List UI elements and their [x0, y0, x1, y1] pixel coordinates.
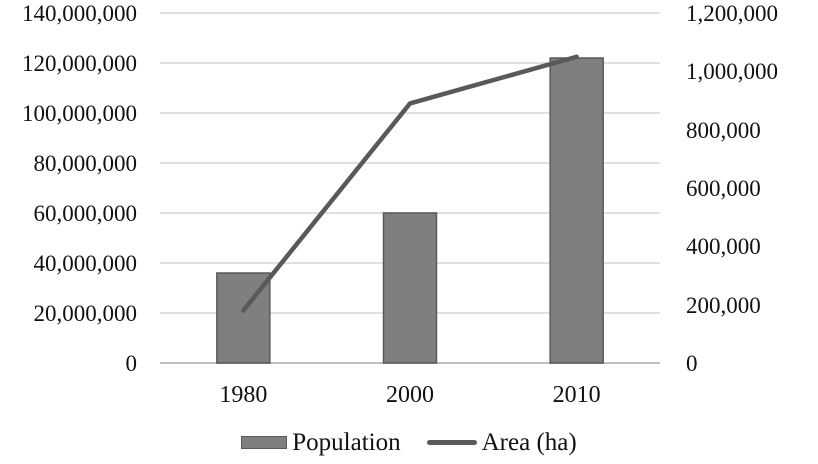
bar-swatch-icon: [241, 436, 288, 449]
legend-label-area: Area (ha): [481, 429, 577, 456]
x-axis-tick-label: 2000: [386, 382, 434, 408]
left-axis-tick-label: 0: [125, 351, 138, 376]
x-axis-tick-label: 1980: [219, 382, 268, 408]
right-axis-tick-label: 1,000,000: [686, 59, 778, 85]
bar-2000: [382, 212, 438, 364]
right-axis-tick-label: 600,000: [686, 176, 761, 201]
right-axis-tick-label: 1,200,000: [686, 1, 778, 26]
left-axis-tick-label: 140,000,000: [22, 1, 137, 26]
bar-2010: [549, 57, 604, 364]
left-axis-tick-label: 60,000,000: [33, 201, 138, 226]
x-axis-tick-label: 2010: [552, 382, 601, 408]
legend-item-population: Population: [241, 429, 401, 456]
left-axis-tick-label: 40,000,000: [33, 251, 138, 276]
area-line-series: [241, 54, 579, 313]
legend-item-area: Area (ha): [426, 429, 577, 456]
right-axis-tick-label: 200,000: [686, 292, 761, 318]
left-axis-tick-label: 100,000,000: [22, 101, 137, 126]
left-axis-tick-label: 80,000,000: [33, 151, 138, 176]
left-axis-tick-label: 20,000,000: [33, 301, 138, 326]
left-axis-tick-label: 120,000,000: [22, 51, 137, 76]
line-swatch-icon: [426, 440, 477, 445]
right-axis-tick-label: 400,000: [686, 234, 761, 260]
right-axis-tick-label: 0: [686, 351, 698, 376]
right-axis-tick-label: 800,000: [686, 117, 761, 143]
legend-label-population: Population: [292, 429, 401, 456]
legend: Population Area (ha): [0, 430, 818, 455]
